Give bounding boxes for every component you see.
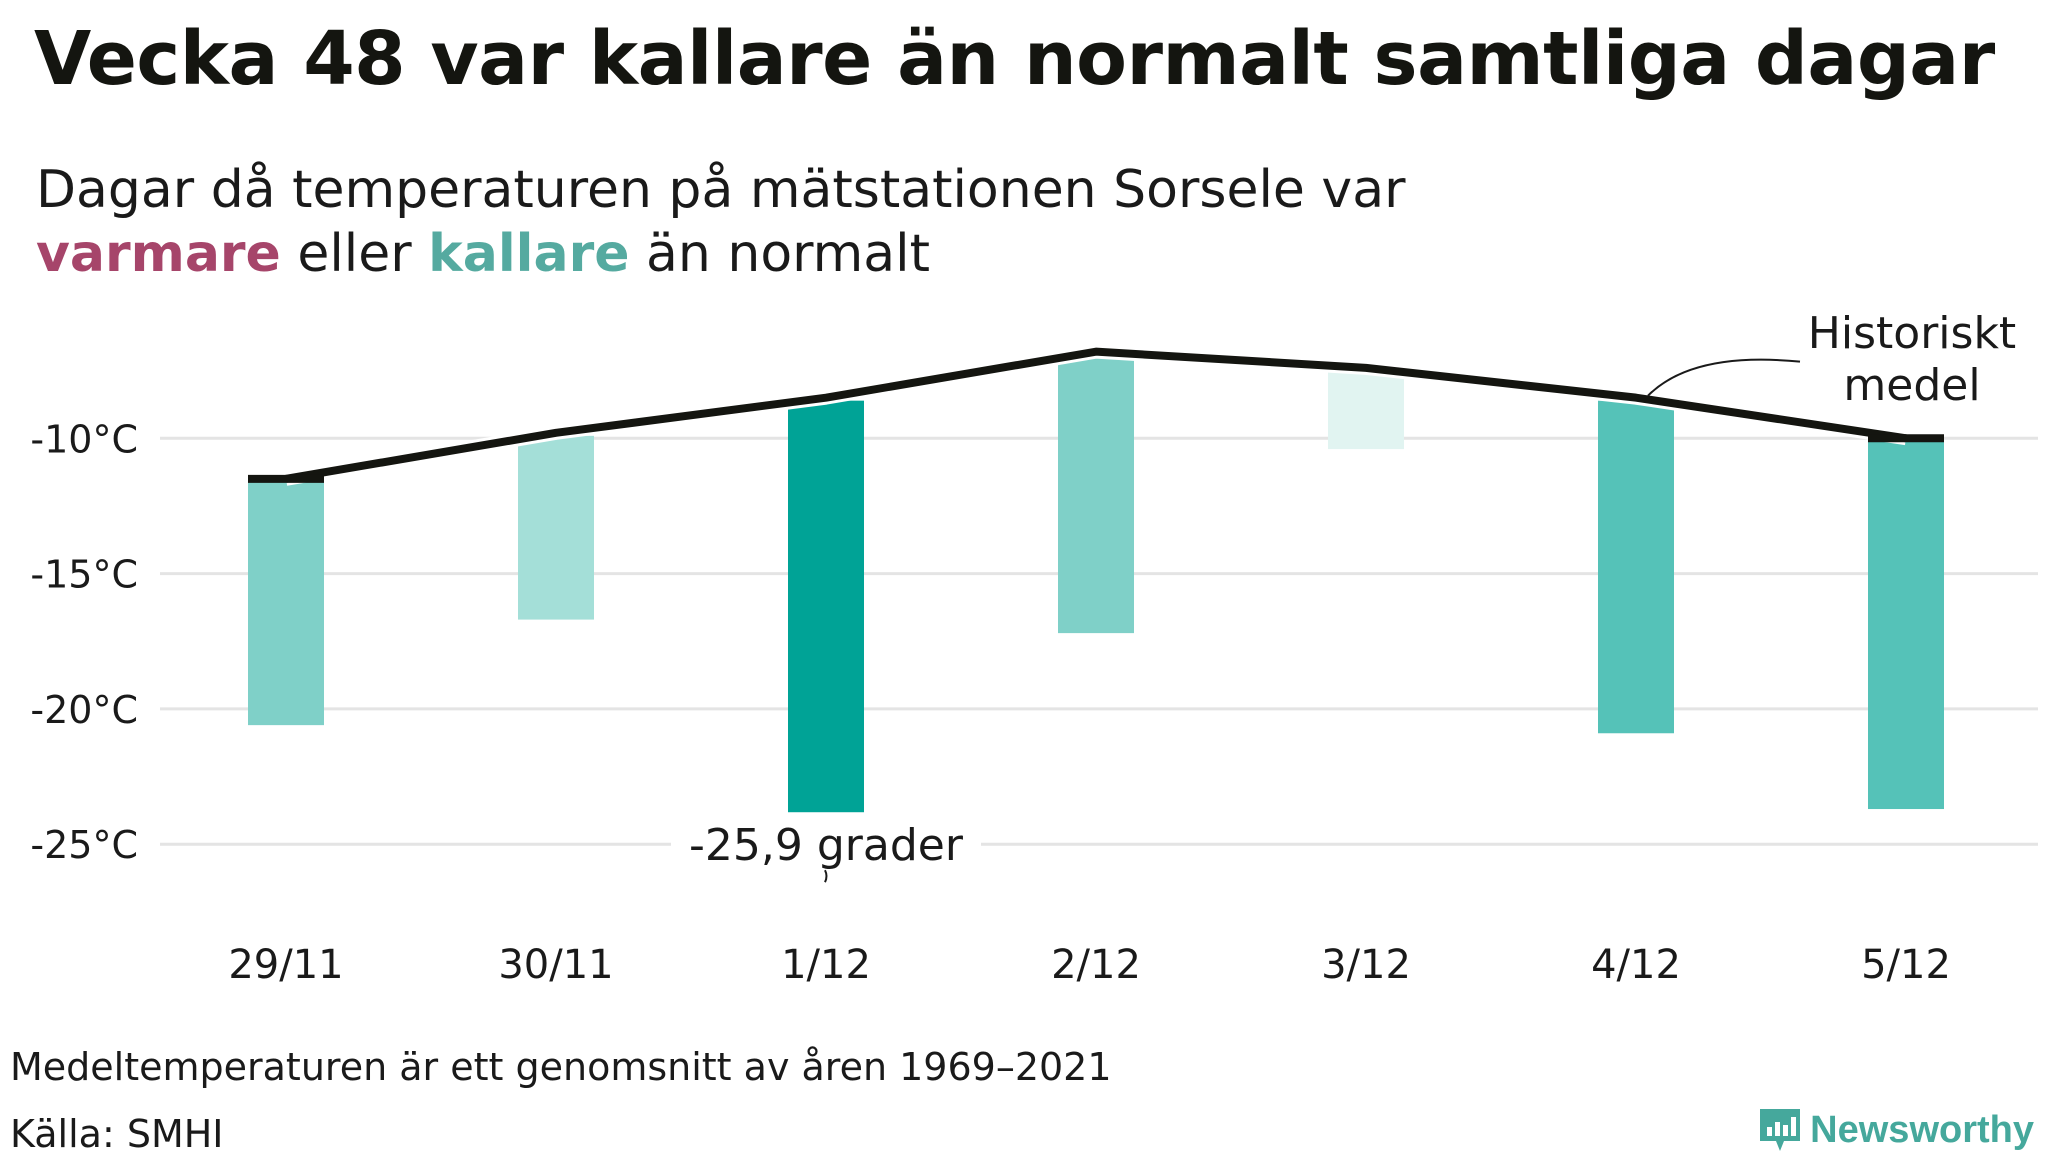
y-axis-ticks: -10°C -15°C -20°C -25°C bbox=[30, 417, 138, 867]
annotation-average-pointer bbox=[1647, 358, 1801, 397]
y-tick-label: -15°C bbox=[30, 553, 138, 597]
legend-cold-word: kallare bbox=[428, 224, 630, 284]
bar bbox=[1328, 370, 1404, 450]
chart-title: Vecka 48 var kallare än normalt samtliga… bbox=[34, 16, 1995, 102]
x-tick-label: 4/12 bbox=[1591, 942, 1681, 988]
bars bbox=[248, 354, 1944, 869]
x-tick-label: 30/11 bbox=[498, 942, 613, 988]
annotation-average-label: Historiskt bbox=[1808, 308, 2016, 359]
bar bbox=[248, 481, 324, 726]
annotation-min-temp: -25,9 grader bbox=[689, 820, 964, 871]
bar bbox=[1868, 441, 1944, 810]
x-tick-label: 1/12 bbox=[781, 942, 871, 988]
average-line bbox=[285, 347, 1907, 483]
footnote: Medeltemperaturen är ett genomsnitt av å… bbox=[10, 1045, 1112, 1089]
x-tick-label: 5/12 bbox=[1861, 942, 1951, 988]
source-note: Källa: SMHI bbox=[10, 1112, 224, 1156]
subtitle-end: än normalt bbox=[646, 224, 930, 284]
annotation-average-label: medel bbox=[1843, 360, 1980, 411]
y-tick-label: -10°C bbox=[30, 417, 138, 461]
annotation-background bbox=[671, 812, 981, 877]
annotation-min-pointer bbox=[824, 869, 828, 883]
bar bbox=[518, 435, 594, 620]
x-tick-label: 3/12 bbox=[1321, 942, 1411, 988]
x-axis-ticks: 29/11 30/11 1/12 2/12 3/12 4/12 5/12 bbox=[228, 942, 1951, 988]
chart-subtitle: Dagar då temperaturen på mätstationen So… bbox=[36, 158, 1405, 286]
brand-name: Newsworthy bbox=[1810, 1108, 2034, 1151]
bar bbox=[1598, 400, 1674, 734]
bar bbox=[1058, 354, 1134, 634]
x-tick-label: 2/12 bbox=[1051, 942, 1141, 988]
newsworthy-logo-icon bbox=[1760, 1109, 1801, 1151]
subtitle-line-1: Dagar då temperaturen på mätstationen So… bbox=[36, 160, 1406, 220]
subtitle-line-2: varmare eller kallare än normalt bbox=[36, 222, 1405, 286]
y-tick-label: -25°C bbox=[30, 823, 138, 867]
average-line-group bbox=[248, 344, 1944, 486]
legend-warm-word: varmare bbox=[36, 224, 281, 284]
y-tick-label: -20°C bbox=[30, 688, 138, 732]
subtitle-between: eller bbox=[297, 224, 412, 284]
x-tick-label: 29/11 bbox=[228, 942, 343, 988]
brand-logo: Newsworthy bbox=[1758, 1107, 2034, 1153]
bar bbox=[788, 400, 864, 869]
